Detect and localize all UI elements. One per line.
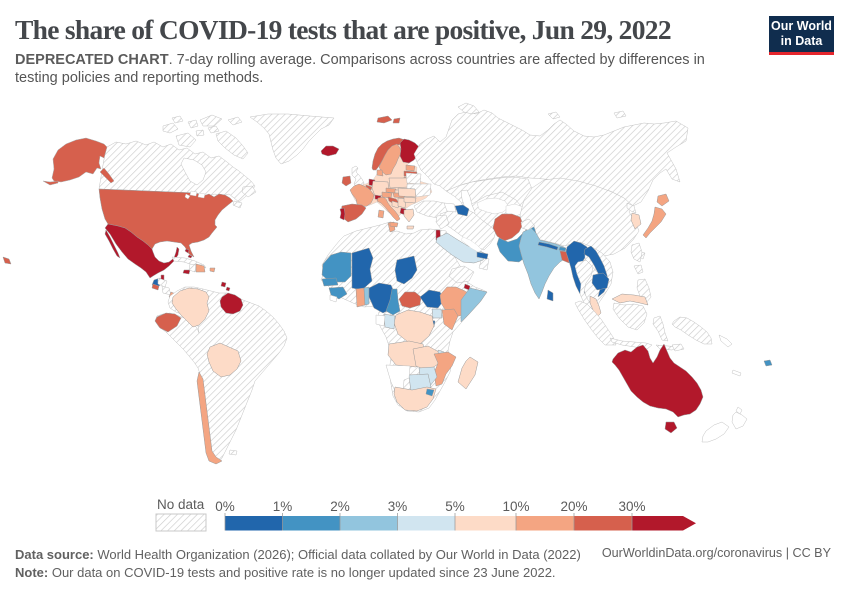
svg-text:30%: 30% (618, 499, 645, 514)
svg-text:20%: 20% (560, 499, 587, 514)
svg-text:10%: 10% (502, 499, 529, 514)
svg-text:1%: 1% (273, 499, 293, 514)
svg-text:0%: 0% (215, 499, 235, 514)
svg-text:2%: 2% (330, 499, 350, 514)
svg-text:3%: 3% (388, 499, 408, 514)
svg-text:5%: 5% (445, 499, 465, 514)
